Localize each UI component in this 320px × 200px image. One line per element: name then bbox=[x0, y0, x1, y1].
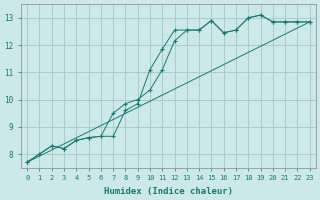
X-axis label: Humidex (Indice chaleur): Humidex (Indice chaleur) bbox=[104, 187, 233, 196]
